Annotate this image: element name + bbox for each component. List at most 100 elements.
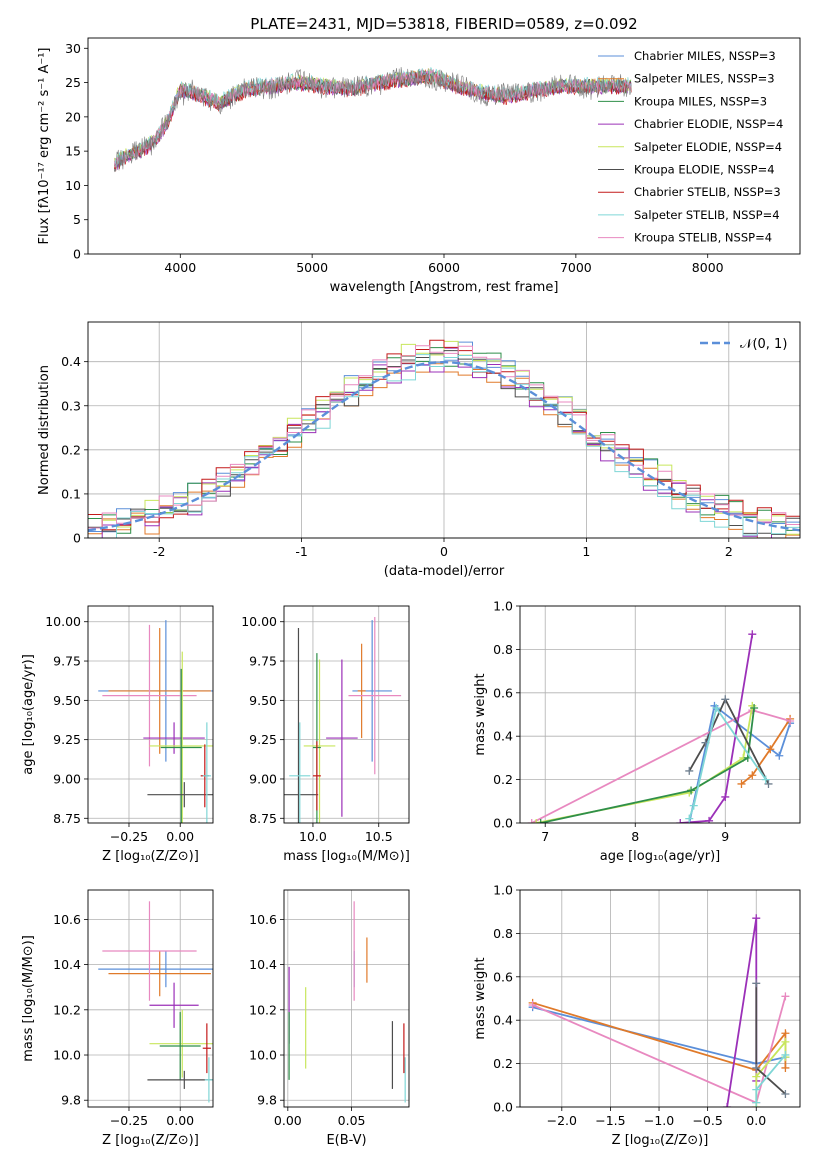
legend-entry: Kroupa ELODIE, NSSP=4 xyxy=(634,163,775,177)
weight-point-marker xyxy=(761,775,770,784)
residual-histogram xyxy=(88,340,800,535)
x-tick-label: 0 xyxy=(440,544,448,559)
x-tick-label: 0.00 xyxy=(274,1113,302,1128)
y-tick-label: 0.0 xyxy=(493,816,513,831)
y-tick-label: 0.4 xyxy=(61,354,81,369)
weight-point-marker xyxy=(752,914,761,923)
y-tick-label: 10.2 xyxy=(53,1002,81,1017)
y-tick-label: 10.4 xyxy=(249,957,277,972)
plot-area-age-vs-Z xyxy=(98,620,213,823)
weight-point-marker xyxy=(721,695,730,704)
x-axis-label: wavelength [Angstrom, rest frame] xyxy=(330,280,559,295)
weight-point-marker xyxy=(750,703,759,712)
legend-entry: Salpeter ELODIE, NSSP=4 xyxy=(634,140,782,154)
x-tick-label: 2 xyxy=(725,544,733,559)
x-tick-label: 4000 xyxy=(164,260,196,275)
panel-spectrum: 4000 5000 6000 7000 8000 0 5 10 15 20 25 30 waveleng… xyxy=(37,37,801,295)
y-tick-label: 10.0 xyxy=(249,1048,277,1063)
x-tick-label: −0.25 xyxy=(110,829,148,844)
x-tick-label: -1 xyxy=(295,544,307,559)
legend-entry: 𝒩(0, 1) xyxy=(740,337,787,352)
x-tick-label: 0.00 xyxy=(166,829,194,844)
plot-area-residuals xyxy=(88,339,800,538)
x-axis-label: (data-model)/error xyxy=(384,564,505,579)
x-tick-label: 0.00 xyxy=(166,1113,194,1128)
weight-point-marker xyxy=(766,745,775,754)
residual-histogram xyxy=(88,345,800,529)
spectrum-series-line xyxy=(114,66,632,173)
y-tick-label: 1.0 xyxy=(493,599,513,614)
x-tick-label: -2 xyxy=(153,544,165,559)
panel-mass-weight-vs-Z: −2.0 −1.5 −1.0 −0.5 0.0 0.0 0.2 0.4 0.6 0.8 1.0 Z [… xyxy=(473,883,801,1148)
weight-series-line xyxy=(688,704,791,823)
x-tick-label: 5000 xyxy=(296,260,328,275)
y-tick-label: 25 xyxy=(65,75,81,90)
y-tick-label: 9.00 xyxy=(249,771,277,786)
weight-point-marker xyxy=(781,1050,790,1059)
y-tick-label: 10 xyxy=(65,178,81,193)
x-tick-label: −1.5 xyxy=(595,1113,625,1128)
plot-area-age-vs-mass xyxy=(284,617,402,823)
y-tick-label: 20 xyxy=(65,109,81,124)
y-tick-label: 9.75 xyxy=(249,654,277,669)
x-tick-label: 7 xyxy=(541,829,549,844)
weight-series-line xyxy=(740,718,791,785)
weight-point-marker xyxy=(781,1063,790,1072)
x-tick-label: 0.0 xyxy=(746,1113,766,1128)
weight-series-line xyxy=(688,697,770,785)
y-tick-label: 0.8 xyxy=(493,926,513,941)
plot-area-mass-vs-EBV xyxy=(288,901,406,1103)
gaussian-curve xyxy=(88,360,800,532)
grid xyxy=(88,890,213,1107)
grid xyxy=(520,605,800,824)
x-tick-label: 8 xyxy=(631,829,639,844)
panel-mass-weight-vs-age: 7 8 9 0.0 0.2 0.4 0.6 0.8 1.0 age [log₁₀(age/yr)]… xyxy=(473,599,801,864)
weight-series-line xyxy=(688,705,767,819)
weight-point-marker xyxy=(712,703,721,712)
y-tick-label: 0 xyxy=(73,531,81,546)
weight-point-marker xyxy=(705,816,714,823)
legend-entry: Chabrier STELIB, NSSP=3 xyxy=(634,185,781,199)
weight-point-marker xyxy=(752,1063,761,1072)
legend-entry: Salpeter MILES, NSSP=3 xyxy=(634,72,775,86)
weight-point-marker xyxy=(748,771,757,780)
plot-area-mass-vs-Z xyxy=(98,901,213,1103)
weight-point-marker xyxy=(752,1098,761,1107)
x-axis-label: Z [log₁₀(Z/Z⊙)] xyxy=(612,1133,709,1148)
weight-point-marker xyxy=(786,717,795,726)
x-axis-label: E(B-V) xyxy=(326,1133,366,1148)
y-tick-label: 9.50 xyxy=(53,693,81,708)
weight-point-marker xyxy=(775,751,784,760)
x-tick-label: −2.0 xyxy=(547,1113,577,1128)
plot-area-spectrum xyxy=(114,66,632,173)
grid xyxy=(284,606,409,823)
weight-point-marker xyxy=(536,819,545,823)
x-tick-label: −1.0 xyxy=(644,1113,674,1128)
x-tick-label: 1 xyxy=(582,544,590,559)
y-tick-label: 9.25 xyxy=(249,732,277,747)
legend: 𝒩(0, 1) xyxy=(700,337,787,352)
weight-series-line xyxy=(680,634,754,823)
axes-frame xyxy=(87,37,801,255)
weight-point-marker xyxy=(764,779,773,788)
weight-point-marker xyxy=(748,630,757,639)
weight-series-line xyxy=(726,918,758,1107)
y-tick-label: 1.0 xyxy=(493,883,513,898)
y-tick-label: 0.8 xyxy=(493,642,513,657)
x-tick-label: −0.5 xyxy=(692,1113,722,1128)
x-tick-label: −0.25 xyxy=(110,1113,148,1128)
panel-age-vs-Z: −0.25 0.00 8.75 9.00 9.25 9.50 9.75 10.00 Z [log… xyxy=(21,605,214,864)
weight-point-marker xyxy=(723,1103,732,1107)
weight-series-line xyxy=(540,707,755,823)
residual-histogram xyxy=(88,339,800,531)
weight-point-marker xyxy=(781,1029,790,1038)
weight-point-marker xyxy=(527,819,536,823)
grid xyxy=(284,890,409,1107)
y-tick-label: 10.0 xyxy=(53,1048,81,1063)
y-tick-label: 10.00 xyxy=(45,614,81,629)
x-tick-label: 10.0 xyxy=(299,829,327,844)
panel-age-vs-mass: 10.0 10.5 8.75 9.00 9.25 9.50 9.75 10.00 mass [l… xyxy=(241,605,410,864)
y-tick-label: 0.6 xyxy=(493,685,513,700)
figure-title: PLATE=2431, MJD=53818, FIBERID=0589, z=0… xyxy=(250,15,637,33)
